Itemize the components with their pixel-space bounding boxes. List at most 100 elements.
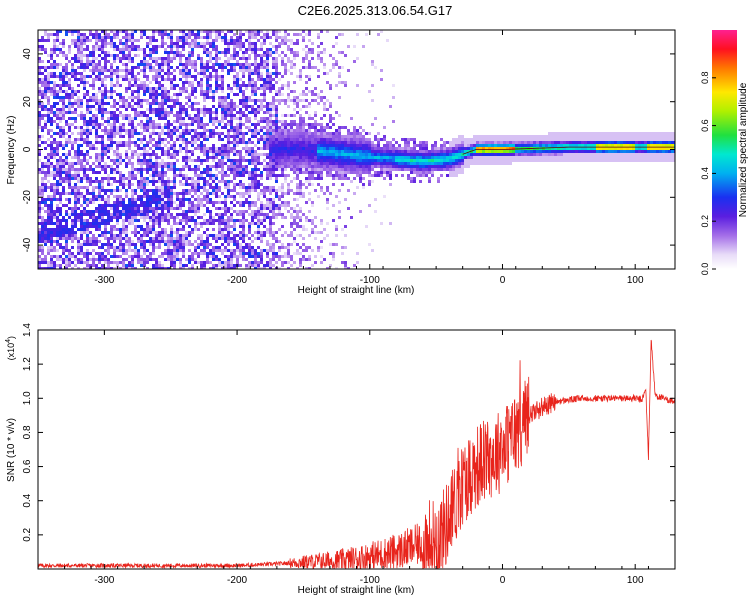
heatmap-cell	[248, 267, 251, 269]
heatmap-cell	[227, 159, 230, 162]
heatmap-cell	[77, 252, 80, 255]
heatmap-cell	[191, 207, 194, 210]
heatmap-cell	[125, 141, 128, 144]
heatmap-cell	[47, 195, 50, 198]
heatmap-cell	[197, 54, 200, 57]
heatmap-cell	[92, 84, 95, 87]
heatmap-cell	[74, 42, 77, 45]
heatmap-cell	[215, 168, 218, 171]
heatmap-cell	[314, 216, 317, 219]
heatmap-cell	[221, 165, 224, 168]
heatmap-cell	[170, 237, 173, 240]
heatmap-cell	[194, 171, 197, 174]
heatmap-cell	[224, 123, 227, 126]
heatmap-cell	[143, 114, 146, 117]
heatmap-cell	[269, 201, 272, 204]
heatmap-cell	[278, 210, 281, 213]
heatmap-cell	[62, 234, 65, 237]
heatmap-cell	[47, 162, 50, 165]
heatmap-cell	[125, 36, 128, 39]
heatmap-cell	[197, 108, 200, 111]
heatmap-cell	[134, 204, 137, 207]
heatmap-cell	[53, 261, 56, 264]
heatmap-cell	[197, 261, 200, 264]
heatmap-cell	[98, 75, 101, 78]
heatmap-cell	[113, 33, 116, 36]
heatmap-cell	[155, 30, 158, 33]
heatmap-cell	[248, 111, 251, 114]
heatmap-cell	[272, 57, 275, 60]
heatmap-cell	[41, 249, 44, 252]
heatmap-cell	[239, 63, 242, 66]
heatmap-cell	[188, 63, 191, 66]
heatmap-cell	[230, 237, 233, 240]
heatmap-cell	[296, 123, 299, 126]
heatmap-cell	[257, 123, 260, 126]
heatmap-cell	[164, 51, 167, 54]
heatmap-cell	[140, 255, 143, 258]
heatmap-cell	[257, 54, 260, 57]
heatmap-cell	[53, 240, 56, 243]
heatmap-cell	[251, 153, 254, 156]
heatmap-cell	[170, 60, 173, 63]
heatmap-cell	[56, 231, 59, 234]
heatmap-cell	[248, 189, 251, 192]
heatmap-cell	[68, 48, 71, 51]
heatmap-cell	[212, 57, 215, 60]
heatmap-cell	[128, 84, 131, 87]
heatmap-cell	[101, 210, 104, 213]
heatmap-cell	[200, 243, 203, 246]
heatmap-cell	[140, 87, 143, 90]
heatmap-cell	[65, 240, 68, 243]
heatmap-cell	[116, 144, 119, 147]
heatmap-cell	[269, 36, 272, 39]
heatmap-cell	[68, 153, 71, 156]
heatmap-cell	[185, 240, 188, 243]
heatmap-cell	[74, 255, 77, 258]
heatmap-cell	[182, 69, 185, 72]
heatmap-cell	[119, 69, 122, 72]
heatmap-cell	[275, 129, 278, 132]
heatmap-cell	[317, 141, 320, 144]
heatmap-cell	[86, 111, 89, 114]
heatmap-cell	[92, 96, 95, 99]
heatmap-cell	[296, 150, 299, 153]
heatmap-cell	[170, 81, 173, 84]
heatmap-cell	[128, 243, 131, 246]
heatmap-cell	[122, 114, 125, 117]
heatmap-cell	[266, 255, 269, 258]
heatmap-cell	[53, 267, 56, 269]
heatmap-cell	[95, 195, 98, 198]
heatmap-cell	[209, 117, 212, 120]
heatmap-cell	[239, 45, 242, 48]
heatmap-cell	[173, 57, 176, 60]
heatmap-cell	[251, 72, 254, 75]
heatmap-cell	[290, 264, 293, 267]
heatmap-cell	[191, 204, 194, 207]
heatmap-cell	[275, 51, 278, 54]
heatmap-cell	[245, 30, 248, 33]
heatmap-cell	[185, 90, 188, 93]
heatmap-cell	[290, 150, 293, 153]
heatmap-cell	[200, 126, 203, 129]
heatmap-cell	[92, 198, 95, 201]
heatmap-cell	[179, 219, 182, 222]
heatmap-cell	[206, 159, 209, 162]
heatmap-cell	[77, 57, 80, 60]
heatmap-cell	[152, 195, 155, 198]
heatmap-cell	[197, 126, 200, 129]
heatmap-cell	[221, 174, 224, 177]
heatmap-cell	[170, 36, 173, 39]
heatmap-cell	[242, 231, 245, 234]
heatmap-cell	[194, 60, 197, 63]
heatmap-cell	[98, 69, 101, 72]
heatmap-cell	[179, 123, 182, 126]
heatmap-cell	[146, 240, 149, 243]
heatmap-cell	[308, 171, 311, 174]
heatmap-cell	[65, 141, 68, 144]
heatmap-cell	[284, 177, 287, 180]
heatmap-cell	[68, 78, 71, 81]
heatmap-cell	[77, 102, 80, 105]
heatmap-cell	[212, 159, 215, 162]
